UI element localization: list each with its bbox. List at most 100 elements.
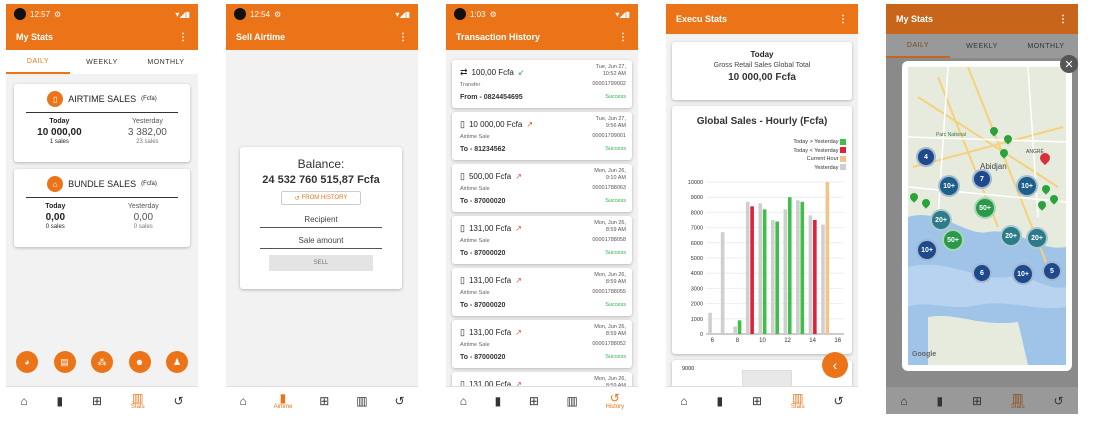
nav-stats[interactable]: ▥ — [567, 395, 578, 407]
nav-home[interactable]: ⌂ — [20, 395, 27, 407]
nav-history[interactable]: ↺ — [1053, 395, 1063, 407]
nav-home[interactable]: ⌂ — [680, 395, 687, 407]
map-cluster[interactable]: 20+ — [1000, 225, 1022, 247]
pie-chart-icon[interactable]: ◕ — [16, 351, 38, 373]
balance-label: Balance: — [297, 157, 345, 171]
nav-airtime[interactable]: ▮ Airtime — [274, 392, 293, 410]
legend-label: Current Hour — [806, 156, 839, 162]
second-axis-tick: 9000 — [682, 366, 695, 372]
group-icon[interactable]: ☻ — [128, 351, 151, 373]
nav-history[interactable]: ↺ — [173, 395, 183, 407]
nav-stats[interactable]: ▥ — [356, 395, 367, 407]
transaction-item[interactable]: ▯ 131,00 Fcfa ↗ Mon, Jun 26, 8:59 AM Airtime … — [452, 216, 632, 264]
google-logo: Google — [912, 351, 937, 358]
card-unit: (Fcfa) — [141, 181, 157, 187]
amount-row: ▯ 10 000,00 Fcfa ↗ — [460, 119, 533, 130]
map-cluster[interactable]: 10+ — [1012, 263, 1034, 285]
map-cluster[interactable]: 5 — [1042, 261, 1062, 281]
map-cluster[interactable]: 10+ — [938, 175, 960, 197]
nav-bundle[interactable]: ⊞ — [752, 395, 762, 407]
nav-history[interactable]: ↺ — [394, 395, 404, 407]
nav-home[interactable]: ⌂ — [239, 395, 246, 407]
nav-airtime[interactable]: ▮ — [717, 395, 724, 407]
legend-swatch — [840, 147, 846, 154]
nav-stats[interactable]: ▥ Stats — [131, 392, 145, 410]
outgoing-arrow-icon: ↗ — [515, 172, 522, 181]
map-cluster[interactable]: 4 — [916, 147, 936, 167]
amount: 100,00 Fcfa — [471, 68, 514, 77]
airtime-sales-card[interactable]: ▯ AIRTIME SALES (Fcfa) Today 10 000,00 1 sa… — [14, 84, 190, 162]
map-cluster[interactable]: 10+ — [1016, 175, 1038, 197]
phone-icon: ▯ — [460, 223, 465, 233]
transaction-item[interactable]: ▯ 131,00 Fcfa ↗ Mon, Jun 26, 8:59 AM Airtime … — [452, 320, 632, 368]
nav-stats[interactable]: ▥ Stats — [1011, 392, 1025, 410]
nav-airtime[interactable]: ▮ — [57, 395, 64, 407]
signal-battery-icon: ▾◢▮ — [615, 9, 630, 19]
today-label: Today — [45, 203, 66, 210]
gift-icon: ⊞ — [92, 393, 103, 408]
back-fab[interactable]: ‹ — [822, 352, 848, 378]
tab-daily[interactable]: DAILY — [6, 50, 70, 74]
map-cluster[interactable]: 20+ — [930, 209, 952, 231]
tab-daily[interactable]: DAILY — [886, 34, 950, 58]
overflow-menu-icon[interactable]: ⋮ — [178, 31, 188, 43]
from-history-button[interactable]: ↺ FROM HISTORY — [281, 191, 361, 205]
sell-button[interactable]: SELL — [269, 255, 373, 271]
recipient-field[interactable]: Recipient — [260, 211, 382, 228]
transaction-item[interactable]: ⇄ 100,00 Fcfa ↙ Tue, Jun 27, 10:52 AM Transfe… — [452, 60, 632, 108]
overflow-menu-icon[interactable]: ⋮ — [1058, 13, 1068, 25]
tab-monthly[interactable]: MONTHLY — [147, 58, 185, 66]
transaction-type: Airtime Sale — [460, 134, 490, 140]
tab-weekly[interactable]: WEEKLY — [86, 58, 118, 66]
sale-amount-field[interactable]: Sale amount — [260, 232, 382, 249]
nav-airtime[interactable]: ▮ — [937, 395, 944, 407]
overflow-menu-icon[interactable]: ⋮ — [838, 13, 848, 25]
map-cluster[interactable]: 10+ — [916, 239, 938, 261]
map-cluster[interactable]: 20+ — [1026, 227, 1048, 249]
clock: 1:03 — [470, 9, 486, 19]
history-icon: ↺ — [833, 393, 844, 408]
signal-battery-icon: ▾◢▮ — [395, 9, 410, 19]
nav-airtime[interactable]: ▮ — [495, 395, 502, 407]
map-cluster[interactable]: 50+ — [942, 229, 964, 251]
map-icon[interactable]: ▤ — [53, 351, 76, 373]
map-cluster[interactable]: 7 — [972, 169, 992, 189]
status-badge: Success — [605, 94, 626, 100]
status-bar: 12:54 ⚙ ▾◢▮ — [226, 4, 418, 24]
close-button[interactable]: ✕ — [1060, 55, 1078, 73]
map-cluster[interactable]: 50+ — [974, 197, 996, 219]
nav-bundle[interactable]: ⊞ — [92, 395, 102, 407]
y-tick-label: 2000 — [691, 302, 703, 308]
tab-monthly[interactable]: MONTHLY — [1027, 42, 1065, 50]
status-bar: 1:03 ⚙ ▾◢▮ — [446, 4, 638, 24]
chevron-left-icon: ‹ — [832, 357, 838, 373]
screen-execu-stats: Execu Stats ⋮ Today Gross Retail Sales Gl… — [666, 4, 858, 414]
map-view[interactable]: Parc National Abidjan ANGRÉ Google 4 10+ 7… — [908, 67, 1066, 365]
network-icon[interactable]: ⁂ — [91, 351, 113, 373]
status-badge: Success — [605, 302, 626, 308]
nav-bundle[interactable]: ⊞ — [972, 395, 982, 407]
person-icon[interactable]: ♟ — [166, 351, 188, 373]
overflow-menu-icon[interactable]: ⋮ — [618, 31, 628, 43]
nav-history[interactable]: ↺ — [833, 395, 843, 407]
nav-home[interactable]: ⌂ — [460, 395, 467, 407]
overflow-menu-icon[interactable]: ⋮ — [398, 31, 408, 43]
nav-bundle[interactable]: ⊞ — [319, 395, 329, 407]
map-dialog: Parc National Abidjan ANGRÉ Google 4 10+ 7… — [902, 55, 1078, 371]
transaction-item[interactable]: ▯ 500,00 Fcfa ↗ Mon, Jun 26, 9:10 AM Airtime … — [452, 164, 632, 212]
nav-stats[interactable]: ▥ Stats — [791, 392, 805, 410]
transaction-item[interactable]: ▯ 10 000,00 Fcfa ↗ Tue, Jun 27, 9:56 AM Airti… — [452, 112, 632, 160]
bottom-nav: ⌂ ▮ ⊞ ▥ Stats ↺ — [886, 386, 1078, 414]
yesterday-sales: 0 sales — [133, 224, 153, 230]
y-tick-label: 1000 — [691, 317, 703, 323]
nav-home[interactable]: ⌂ — [900, 395, 907, 407]
nav-history[interactable]: ↺ History — [606, 392, 625, 410]
yesterday-sales: 23 sales — [136, 139, 159, 145]
bundle-sales-card[interactable]: ⌂ BUNDLE SALES (Fcfa) Today 0,00 0 sales Ye… — [14, 169, 190, 247]
nav-bundle[interactable]: ⊞ — [529, 395, 539, 407]
transaction-item[interactable]: ▯ 131,00 Fcfa ↗ Mon, Jun 26, 8:59 AM Airtime … — [452, 268, 632, 316]
map-cluster[interactable]: 6 — [972, 263, 992, 283]
amount: 10 000,00 Fcfa — [468, 120, 523, 129]
tab-weekly[interactable]: WEEKLY — [966, 42, 998, 50]
y-tick-label: 10000 — [688, 180, 703, 186]
